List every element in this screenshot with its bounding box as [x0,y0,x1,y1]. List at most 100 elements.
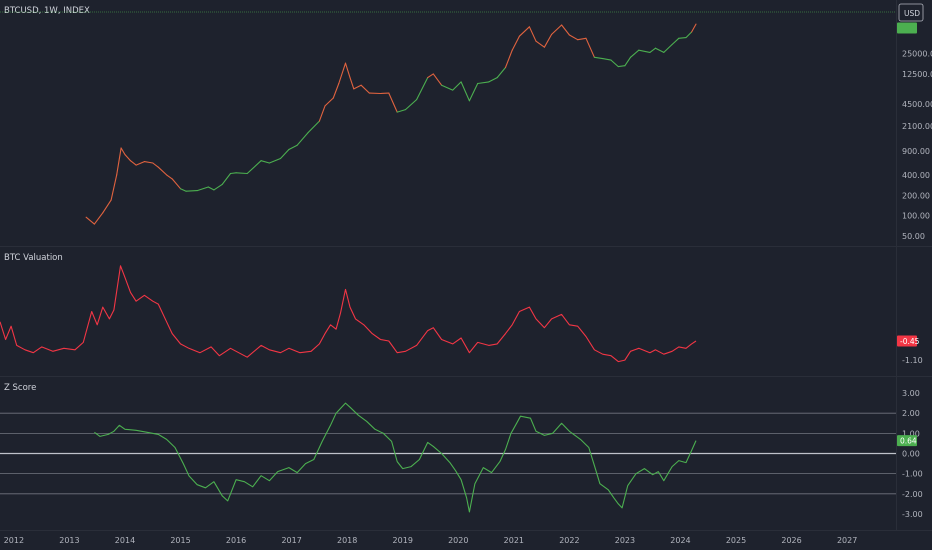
x-tick-label: 2026 [781,536,801,545]
price-line-segment [157,166,168,176]
x-tick-label: 2015 [170,536,190,545]
price-line-segment [629,49,640,58]
price-line-segment [617,65,626,68]
price-line-segment [441,84,454,91]
price-line-segment [477,81,490,85]
x-tick-label: 2018 [337,536,357,545]
zscore-pane[interactable]: 3.00 2.00 1.00 0.00 -1.00 -2.00 -3.00 Z Score 0.… [0,383,923,519]
x-tick-label: 2012 [4,536,24,545]
y-tick-label: -2.00 [902,490,923,499]
price-line-segment [279,148,290,160]
price-line-segment [135,161,145,166]
price-line-segment [624,56,632,67]
y-tick-label: 2100.00 [902,122,932,131]
price-line-segment [649,47,657,53]
price-pane[interactable]: 25000.00 12500.00 4500.00 2100.00 900.00 400.… [0,3,932,241]
price-line-segment [602,58,612,61]
price-line-segment [404,99,418,111]
price-line-segment [110,174,118,201]
time-axis: 2012 2013 2014 2015 2016 2017 2018 2019 2020 2021… [4,536,858,545]
price-line-segment [528,26,537,42]
price-line-segment [171,178,182,190]
price-line-segment [344,62,351,79]
price-line-segment [427,73,434,79]
price-line-segment [388,92,398,113]
price-line-segment [179,188,187,192]
indicator-title: BTC Valuation [4,253,63,263]
price-line-segment [551,24,563,35]
last-value-label: -0.45 [900,337,920,346]
price-line-segment [396,109,407,113]
price-line-segment [129,160,137,166]
y-tick-label: -1.00 [902,470,923,479]
price-line-segment [460,81,470,102]
price-line-segment [116,147,122,176]
x-tick-label: 2024 [670,536,690,545]
price-line-segment [85,216,95,225]
x-tick-label: 2023 [615,536,635,545]
price-line-segment [468,82,479,102]
y-tick-label: 0.00 [902,450,920,459]
price-line-segment [185,190,198,192]
x-tick-label: 2017 [281,536,301,545]
price-line-segment [561,24,570,36]
x-tick-label: 2014 [115,536,135,545]
price-line-segment [577,37,587,41]
price-line-segment [102,199,112,214]
x-tick-label: 2022 [559,536,579,545]
price-line-segment [143,161,154,164]
y-tick-label: -3.00 [902,510,923,519]
y-tick-label: 200.00 [902,191,930,200]
price-line-segment [585,37,595,58]
y-tick-label: 2.00 [902,409,920,418]
last-value-badge [897,22,917,34]
price-line-segment [432,73,443,86]
price-line-segment [152,162,159,168]
last-value-badge: 0.64 [897,435,917,447]
price-line-segment [518,26,530,37]
x-tick-label: 2020 [448,536,468,545]
price-line-segment [488,77,498,83]
price-line-segment [593,56,604,60]
symbol-title: BTCUSD, 1W, INDEX [4,6,90,16]
y-tick-label: 100.00 [902,212,930,221]
y-tick-label: 400.00 [902,171,930,180]
price-line-segment [511,35,520,51]
price-line-segment [332,82,340,99]
price-line-segment [338,62,347,85]
price-line-segment [296,131,309,146]
price-line-segment [260,160,270,164]
price-line-segment [235,172,248,175]
price-line-segment [229,172,237,175]
price-line-segment [543,33,553,48]
price-line-segment [568,34,579,41]
price-line-segment [307,120,320,133]
price-line-segment [324,97,334,107]
currency-button[interactable]: USD [898,3,924,22]
price-line-segment [246,160,262,175]
price-line-segment [353,84,362,90]
last-value-label: 0.64 [900,436,917,445]
price-line-segment [610,59,619,68]
price-line-segment [452,81,462,91]
zscore-line [94,402,697,513]
price-line-segment [207,186,215,191]
price-line-segment [93,212,104,225]
x-tick-label: 2013 [59,536,79,545]
price-line-segment [166,174,173,180]
price-line-segment [496,66,507,79]
price-line-segment [120,147,126,156]
y-tick-label: 3.00 [902,389,920,398]
x-tick-label: 2027 [837,536,857,545]
price-line-segment [654,47,665,53]
price-line-segment [213,183,223,191]
price-line-segment [268,157,282,164]
valuation-pane[interactable]: -1.10 BTC Valuation -0.45 [0,253,923,365]
price-line-segment [685,31,693,39]
price-line-segment [504,49,513,69]
price-line-segment [671,37,680,46]
y-tick-label: -1.10 [902,356,923,365]
y-tick-label: 50.00 [902,232,925,241]
price-line-segment [416,77,429,101]
